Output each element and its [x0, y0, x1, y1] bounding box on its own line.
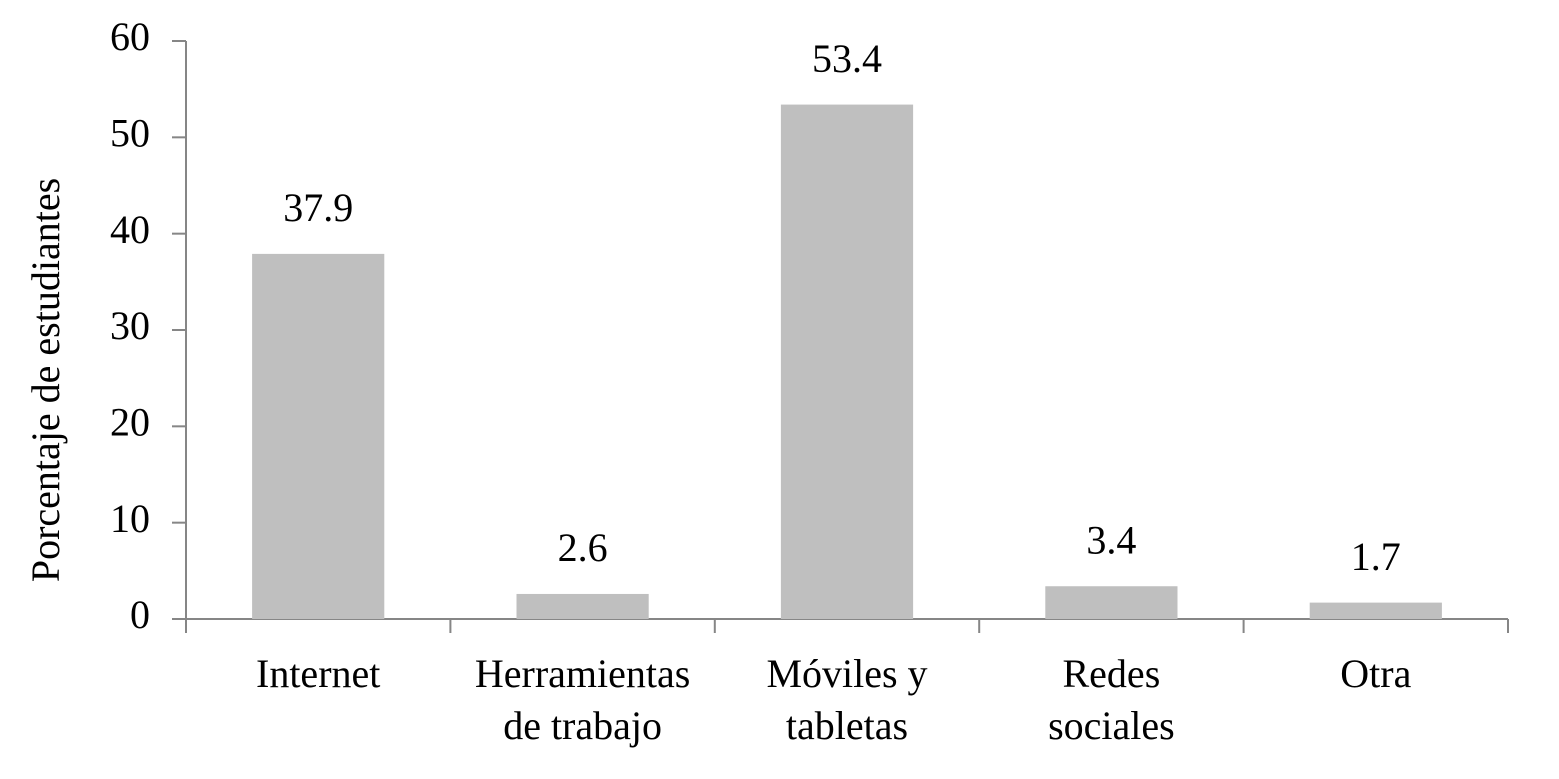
bar	[516, 593, 649, 619]
bar	[780, 104, 914, 619]
y-tick-label: 60	[110, 14, 150, 59]
value-label: 53.4	[812, 36, 882, 81]
bar	[252, 253, 385, 619]
bar	[1045, 586, 1178, 619]
y-tick-label: 30	[110, 303, 150, 348]
y-tick-label: 40	[110, 207, 150, 252]
value-label: 37.9	[283, 185, 353, 230]
x-tick-label: Móviles y tabletas	[766, 651, 928, 748]
y-tick-label: 10	[110, 496, 150, 541]
value-label: 1.7	[1351, 534, 1401, 579]
x-tick-label: Internet	[256, 651, 381, 696]
value-label: 3.4	[1086, 517, 1136, 562]
bar	[1309, 602, 1442, 619]
y-tick-label: 50	[110, 111, 150, 156]
y-tick-label: 20	[110, 400, 150, 445]
value-label: 2.6	[558, 525, 608, 570]
y-axis-title: Porcentaje de estudiantes	[23, 178, 68, 582]
x-tick-label: Redes sociales	[1048, 651, 1175, 748]
x-tick-label: Herramientas de trabajo	[474, 651, 691, 748]
x-tick-label: Otra	[1340, 651, 1412, 696]
y-tick-label: 0	[130, 592, 150, 637]
